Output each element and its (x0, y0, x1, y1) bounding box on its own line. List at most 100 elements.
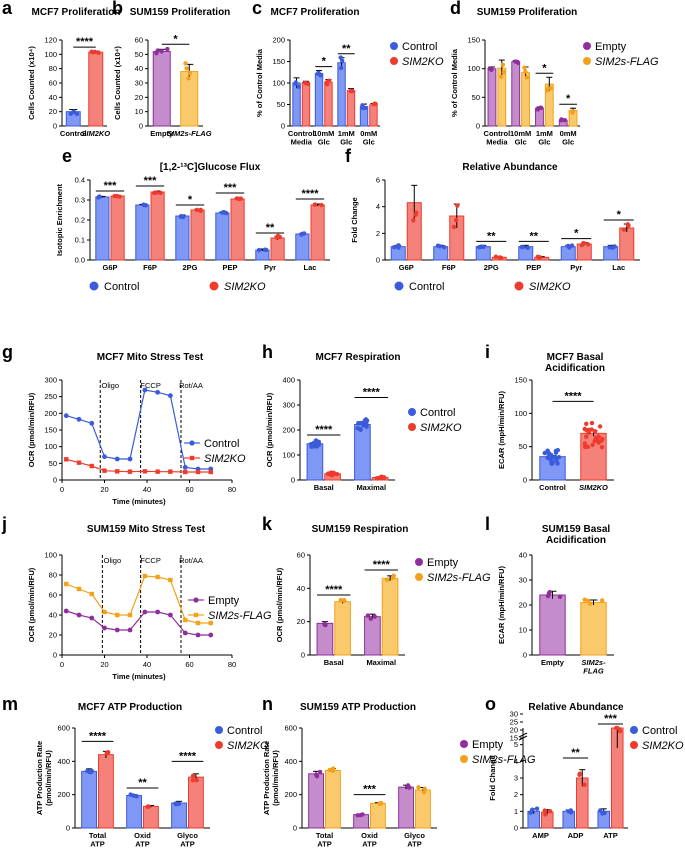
legend-label: SIM2KO (642, 740, 684, 752)
significance-label: *** (363, 784, 377, 796)
data-point (256, 247, 262, 253)
data-point (338, 65, 344, 71)
y-tick-label: 0 (291, 476, 295, 485)
data-point (173, 801, 178, 806)
bar (364, 616, 381, 656)
series-marker (127, 612, 133, 618)
y-axis-label: OCR (pmol/min/RFU) (27, 567, 36, 642)
data-point (481, 244, 486, 250)
data-point (557, 594, 563, 599)
bar (381, 577, 399, 656)
bar (316, 622, 334, 656)
bar (230, 198, 245, 261)
legend-marker (89, 281, 99, 291)
data-point (500, 62, 506, 68)
data-point (184, 66, 189, 71)
y-tick-label: 60 (135, 36, 143, 45)
data-point (187, 70, 193, 76)
x-tick-label: Basal (324, 658, 344, 667)
x-tick-label: Control (60, 129, 87, 138)
panel-d: d SUM159 Proliferation 0 50 100 150 % of Contr… (450, 0, 659, 147)
panel-title: SUM159 Mito Stress Test (87, 524, 206, 535)
y-axis-label: ECAR (mpH/min/RFU) (497, 391, 506, 469)
series-marker (208, 620, 213, 626)
significance-label: **** (315, 424, 333, 436)
y-tick-label: 0 (53, 122, 57, 131)
x-tick-label: ATP (135, 840, 149, 849)
series-marker (63, 413, 69, 419)
series-marker (127, 469, 133, 474)
significance-label: **** (76, 36, 94, 48)
data-point (584, 428, 589, 433)
x-tick-label: ATP (362, 840, 376, 849)
x-tick-label: F6P (442, 263, 456, 272)
panel-title: MCF7 Respiration (315, 352, 400, 363)
y-tick-label: 0.2 (75, 216, 85, 225)
series-marker (155, 469, 160, 474)
panel-e: e [1,2-¹³C]Glucose Flux 0.0 0.1 0.2 0.3 0.4 Iso… (55, 146, 330, 293)
data-point (360, 812, 365, 817)
y-tick-label: 4 (376, 202, 380, 211)
bar (337, 62, 346, 127)
bar (88, 51, 104, 127)
x-tick-label: F6P (143, 263, 157, 272)
legend-label: SIM2KO (224, 281, 266, 293)
data-point (392, 245, 397, 250)
data-point (538, 105, 544, 111)
significance-label: ** (342, 43, 351, 55)
series-marker (167, 393, 173, 399)
bar (301, 82, 311, 127)
panel-o: o Relative Abundance 0 1 2 3 4 5 Fold Change AMP A… (485, 694, 684, 840)
bar (511, 61, 521, 127)
data-point (543, 812, 548, 817)
significance-label: * (542, 62, 547, 74)
data-point (498, 74, 504, 79)
data-point (324, 80, 329, 85)
data-point (176, 801, 182, 807)
panel-title: Relative Abundance (528, 702, 624, 713)
bar (171, 802, 187, 829)
y-tick-label: 50 (519, 442, 527, 451)
x-tick-label: Lac (304, 263, 317, 272)
x-tick-label: 80 (228, 660, 236, 669)
series-marker (114, 456, 120, 462)
y-tick-label: 100 (44, 551, 57, 560)
x-tick-label: FLAG (583, 667, 604, 676)
data-point (597, 424, 603, 429)
data-point (455, 203, 460, 208)
data-point (358, 427, 363, 433)
y-axis-label: % of Control Media (255, 48, 264, 117)
series-marker (76, 416, 82, 422)
series-marker (63, 608, 69, 614)
significance-label: ** (487, 230, 496, 242)
data-point (89, 768, 95, 774)
legend-marker (394, 281, 404, 291)
legend-label: Empty (208, 595, 240, 607)
data-point (585, 242, 591, 247)
x-tick-label: Glc (340, 138, 352, 147)
data-point (305, 81, 311, 86)
data-point (515, 59, 520, 65)
x-tick-label: 1mM (536, 129, 553, 138)
y-tick-label: 60 (49, 79, 57, 88)
y-axis-label: OCR (pmol/min/RFU) (275, 567, 284, 642)
bar (81, 770, 98, 829)
legend-marker (460, 755, 468, 763)
legend-marker (209, 281, 219, 291)
x-tick-label: Glc (363, 138, 375, 147)
data-point (493, 254, 499, 259)
legend-marker (215, 741, 223, 749)
bar (576, 243, 592, 261)
y-axis-label: ECAR (mpH/min/RFU) (497, 566, 506, 644)
data-point (131, 793, 136, 798)
y-tick-label: 40 (297, 584, 305, 593)
y-axis-label: (pmol/min/RFU) (44, 750, 53, 806)
series-marker (102, 625, 107, 631)
data-point (104, 751, 109, 756)
data-point (296, 84, 301, 89)
series-marker (195, 632, 201, 638)
panel-g: g MCF7 Mito Stress Test050100150200250300… (2, 342, 246, 506)
axis-break (518, 732, 528, 738)
y-tick-label: 80 (49, 571, 57, 580)
